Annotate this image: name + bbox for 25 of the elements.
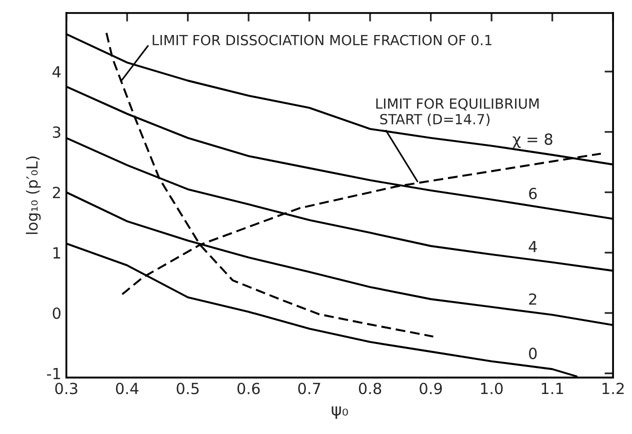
series-label: 4 — [528, 241, 537, 252]
y-tick-label: 4 — [52, 66, 61, 78]
x-tick-label: 0.5 — [176, 382, 199, 394]
x-tick-label: 1.1 — [542, 382, 564, 394]
y-tick-label: -1 — [47, 368, 60, 380]
annotation: LIMIT FOR DISSOCIATION MOLE FRACTION OF 0.1 — [152, 34, 492, 46]
series-label: 2 — [529, 293, 536, 305]
x-tick-label: 1.2 — [602, 382, 624, 394]
series-label: 0 — [529, 348, 537, 360]
x-tick-label: 0.4 — [116, 382, 138, 394]
x-tick-label: 0.9 — [420, 382, 442, 394]
y-tick-label: 2 — [52, 186, 60, 198]
y-tick-label: 1 — [53, 247, 60, 258]
annotation: LIMIT FOR EQUILIBRIUM START (D=14.7) — [376, 98, 539, 126]
x-tick-label: 0.3 — [55, 382, 78, 394]
x-tick-label: 0.7 — [298, 382, 320, 394]
y-axis-title: log₁₀ (p′₀L) — [26, 156, 41, 234]
x-tick-label: 0.8 — [358, 382, 382, 394]
series-label: χ = 8 — [512, 133, 552, 148]
x-axis-title: ψ₀ — [332, 406, 348, 419]
x-tick-label: 0.6 — [237, 382, 260, 394]
y-tick-label: 0 — [52, 307, 60, 320]
series-label: 6 — [529, 188, 537, 200]
y-tick-label: 3 — [52, 126, 60, 138]
x-tick-label: 1.0 — [481, 382, 503, 394]
